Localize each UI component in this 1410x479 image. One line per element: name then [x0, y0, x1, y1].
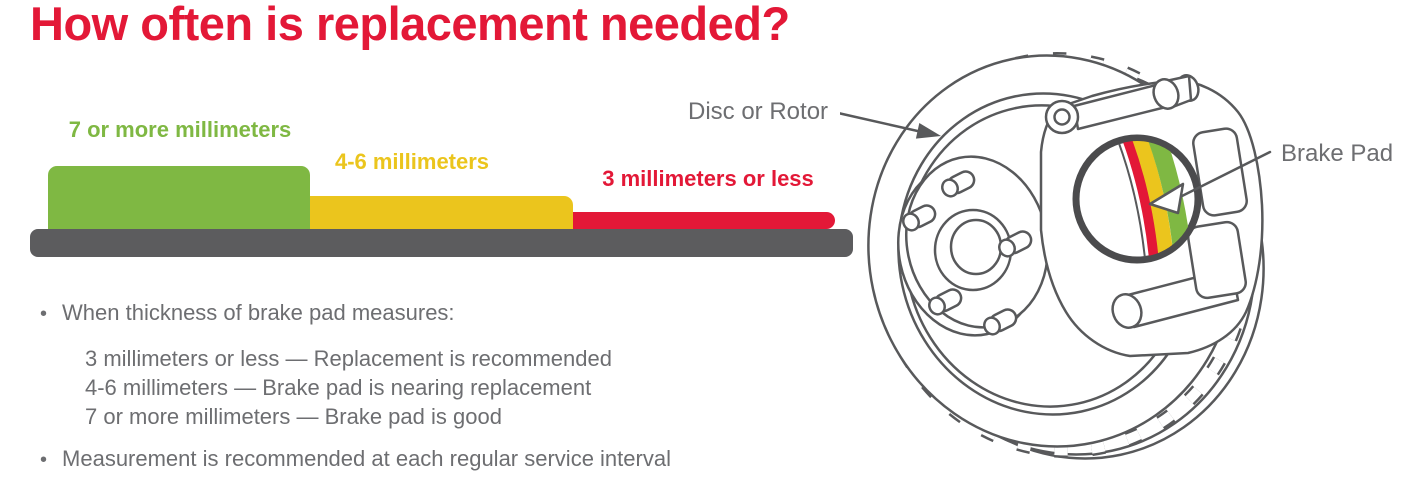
segment-label-replace: 3 millimeters or less	[602, 166, 814, 191]
segment-label-nearing: 4-6 millimeters	[334, 149, 490, 174]
gauge-base-bar	[30, 229, 853, 257]
note-item-replace: 3 millimeters or less — Replacement is r…	[85, 346, 612, 371]
pad-arrow	[1148, 150, 1272, 215]
gauge-bar-good	[48, 166, 310, 229]
note-item-good: 7 or more millimeters — Brake pad is goo…	[85, 404, 502, 429]
note-intro-text: When thickness of brake pad measures:	[62, 300, 455, 325]
page-title: How often is replacement needed?	[30, 0, 790, 50]
note-item-nearing: 4-6 millimeters — Brake pad is nearing r…	[85, 375, 592, 400]
gauge-bar-nearing	[310, 196, 573, 229]
note-interval: Measurement is recommended at each regul…	[40, 446, 671, 474]
note-interval-text: Measurement is recommended at each regul…	[62, 446, 671, 471]
disc-or-rotor-label: Disc or Rotor	[688, 98, 829, 125]
lug-studs	[902, 170, 1033, 336]
note-intro: When thickness of brake pad measures:	[40, 300, 455, 328]
brake-pad-label: Brake Pad	[1281, 140, 1394, 167]
disc-arrow	[840, 112, 941, 139]
rotor-illustration	[840, 52, 1272, 460]
gauge-bar-replace	[573, 212, 835, 229]
note-thickness-list: 3 millimeters or less — Replacement is r…	[85, 344, 612, 431]
pad-stripe-replace	[1118, 141, 1160, 257]
segment-label-good: 7 or more millimeters	[68, 117, 292, 142]
